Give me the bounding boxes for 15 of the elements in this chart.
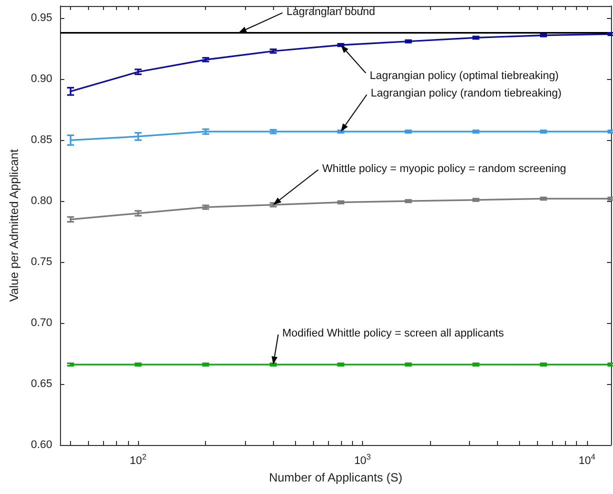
y-tick-label: 0.90 <box>30 73 52 86</box>
annotation: Whittle policy = myopic policy = random screening <box>322 162 566 175</box>
annotation: Lagrangian bound <box>286 6 376 18</box>
x-axis-title: Number of Applicants (S) <box>268 470 402 484</box>
y-tick-label: 0.85 <box>30 134 52 146</box>
annotation: Lagrangian policy (optimal tiebreaking) <box>370 70 559 82</box>
y-tick-label: 0.65 <box>30 378 52 390</box>
y-axis-title: Value per Admitted Applicant <box>7 148 21 302</box>
y-tick-label: 0.60 <box>30 439 52 451</box>
y-tick-label: 0.75 <box>30 256 52 268</box>
y-tick-label: 0.95 <box>30 12 52 24</box>
annotation: Lagrangian policy (random tiebreaking) <box>370 88 562 100</box>
y-tick-label: 0.70 <box>30 317 52 330</box>
y-tick-label: 0.80 <box>30 195 52 208</box>
annotation: Modified Whittle policy = screen all applicants <box>282 328 504 340</box>
